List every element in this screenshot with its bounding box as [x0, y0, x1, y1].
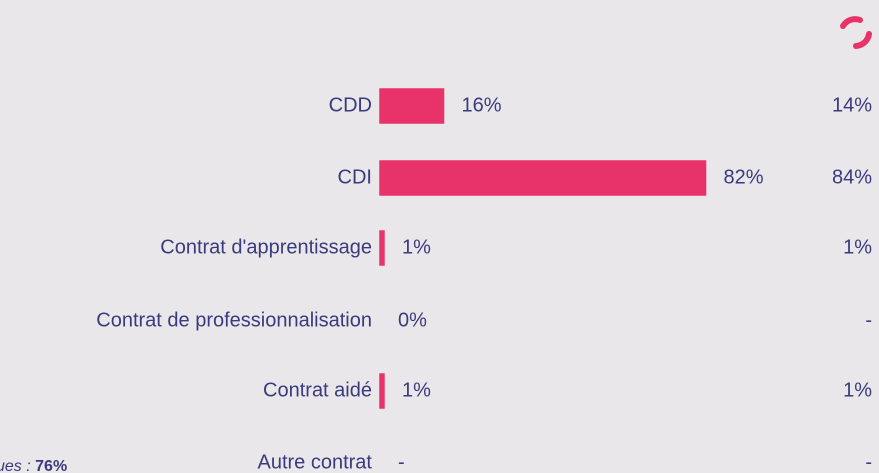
category-label: Autre contrat [257, 451, 372, 473]
comparison-label: 1% [843, 236, 872, 258]
footnote-label: ues : [0, 458, 31, 473]
loading-icon [840, 16, 872, 49]
value-label: 16% [462, 94, 502, 116]
bar [379, 373, 385, 409]
icon-arc [840, 16, 863, 29]
category-label: CDI [338, 166, 372, 188]
category-label: Contrat d'apprentissage [160, 236, 372, 258]
comparison-label: - [865, 451, 872, 473]
comparison-label: - [865, 309, 872, 331]
category-label: Contrat aidé [263, 379, 372, 401]
comparison-label: 84% [832, 166, 872, 188]
bar [379, 230, 385, 266]
value-label: 0% [398, 309, 427, 331]
value-label: 1% [402, 236, 431, 258]
comparison-label: 14% [832, 94, 872, 116]
footnote: ues : 76% [0, 458, 67, 473]
icon-arc [853, 31, 872, 49]
value-label: 1% [402, 379, 431, 401]
footnote-value: 76% [35, 458, 67, 473]
value-label: - [398, 451, 405, 473]
bar [379, 160, 707, 196]
comparison-label: 1% [843, 379, 872, 401]
category-label: CDD [329, 94, 372, 116]
bar [379, 88, 445, 124]
category-label: Contrat de professionnalisation [96, 309, 372, 331]
value-label: 82% [724, 166, 764, 188]
